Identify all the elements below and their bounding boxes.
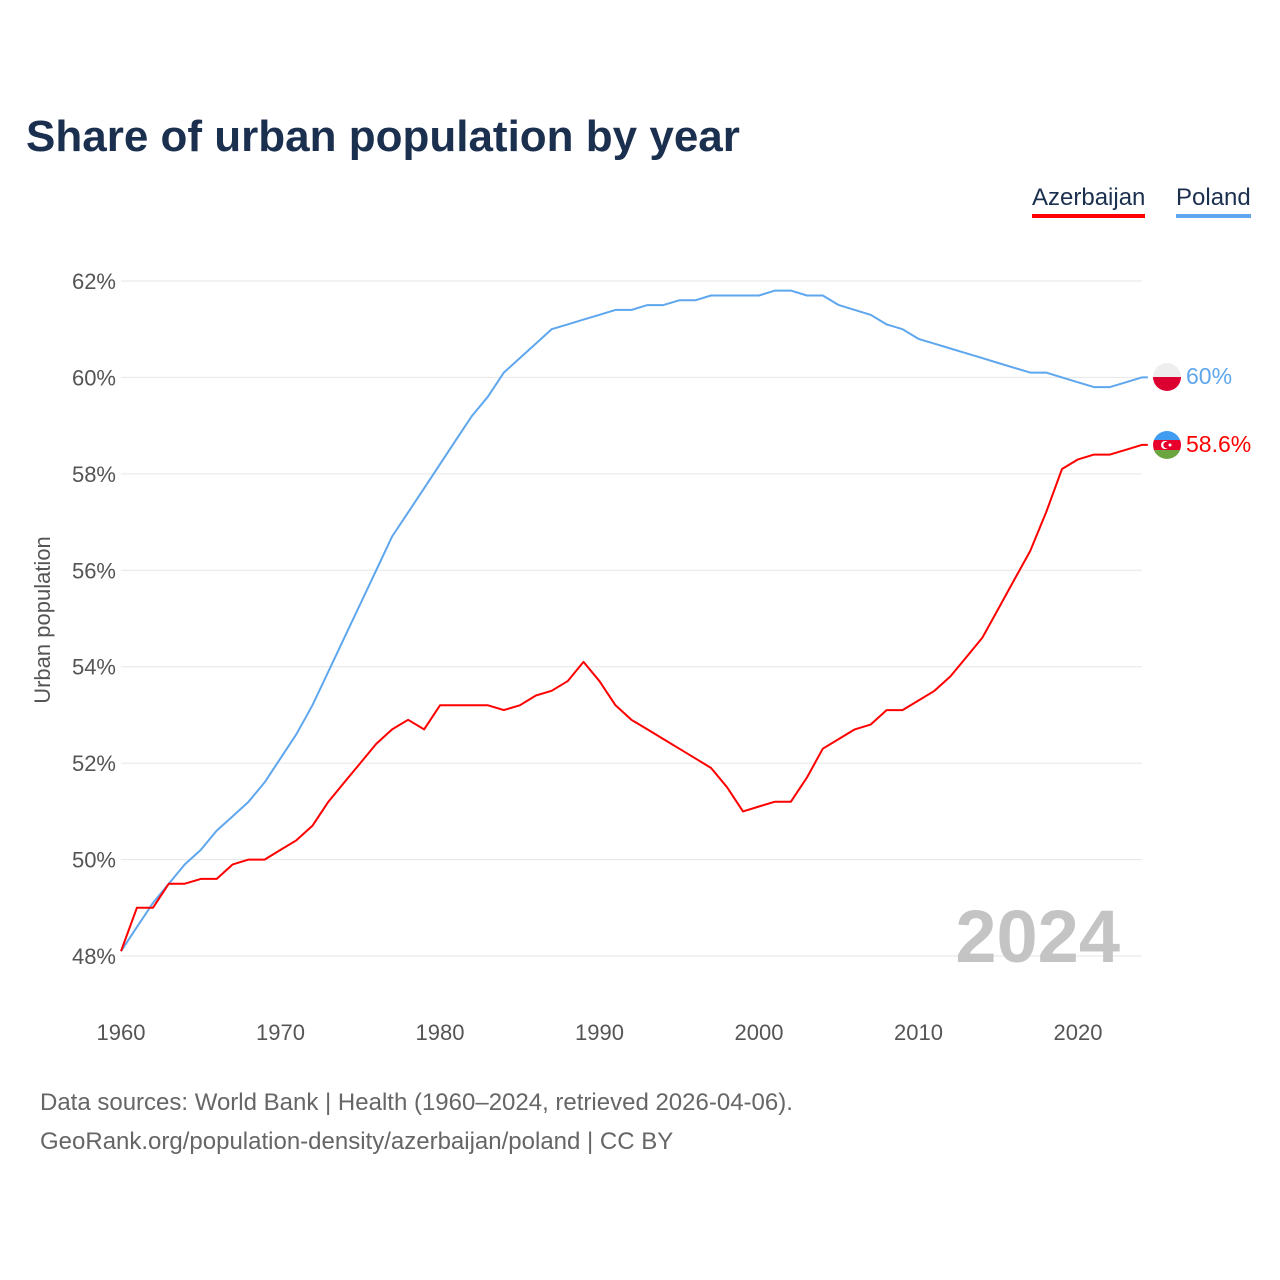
y-tick-label: 58% [72,462,116,487]
footer-link[interactable]: GeoRank.org/population-density/azerbaija… [40,1128,674,1155]
azerbaijan-flag-icon [1153,431,1181,459]
y-tick-label: 62% [72,269,116,294]
azerbaijan-end-label: 58.6% [1186,431,1251,457]
poland-end-label: 60% [1186,363,1232,389]
legend-azerbaijan[interactable]: Azerbaijan [1032,184,1146,218]
x-tick-label: 1960 [97,1020,146,1045]
y-tick-label: 48% [72,944,116,969]
y-tick-label: 60% [72,365,116,390]
x-tick-label: 2000 [735,1020,784,1045]
x-tick-label: 2020 [1054,1020,1103,1045]
y-tick-label: 56% [72,558,116,583]
x-tick-label: 1990 [575,1020,624,1045]
year-watermark: 2024 [955,895,1120,978]
chart-title: Share of urban population by year [26,112,740,161]
y-tick-label: 54% [72,655,116,680]
legend-poland[interactable]: Poland [1176,184,1251,218]
poland-flag-icon [1153,363,1181,391]
y-tick-label: 52% [72,751,116,776]
x-tick-label: 2010 [894,1020,943,1045]
y-tick-label: 50% [72,848,116,873]
footer-sources: Data sources: World Bank | Health (1960–… [40,1089,793,1116]
x-tick-label: 1980 [416,1020,465,1045]
y-axis-label: Urban population [30,536,55,704]
x-tick-label: 1970 [256,1020,305,1045]
series-line-azerbaijan [120,443,1148,952]
series-line-poland [120,289,1148,952]
